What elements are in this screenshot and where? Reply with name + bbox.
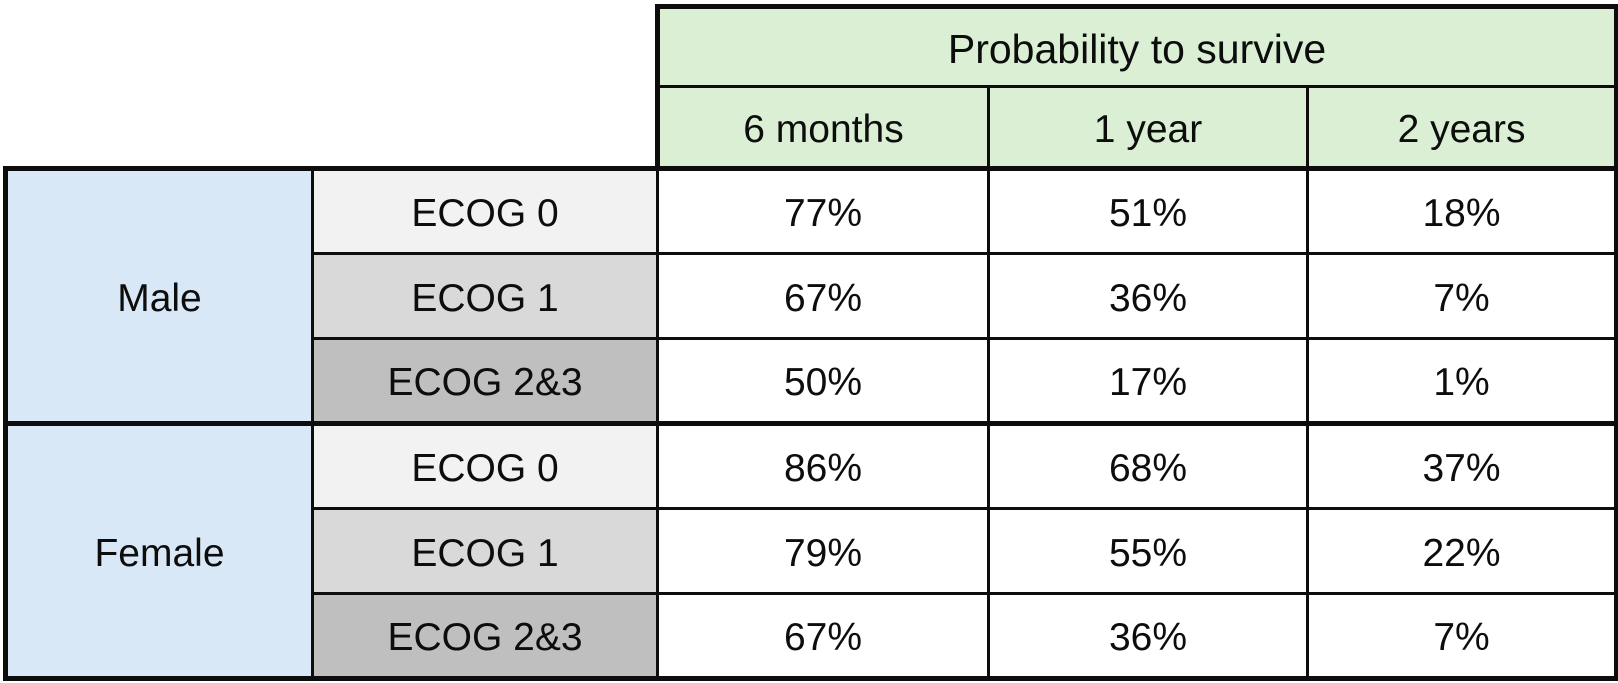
value-cell: 36% — [987, 592, 1309, 681]
ecog-cell: ECOG 1 — [311, 252, 659, 340]
value-cell: 36% — [987, 252, 1309, 340]
value-cell: 77% — [656, 166, 990, 255]
value-cell: 79% — [656, 507, 990, 595]
empty-corner-cell — [5, 6, 658, 87]
value-cell: 7% — [1305, 592, 1618, 681]
table-row: ECOG 1 67% 36% 7% — [6, 252, 1618, 340]
table-title-cell: Probability to survive — [654, 4, 1618, 88]
value-cell: 1% — [1305, 337, 1618, 425]
value-cell: 7% — [1305, 252, 1618, 340]
header-row-title: Probability to survive — [5, 4, 1618, 88]
value-cell: 22% — [1305, 507, 1618, 595]
gender-cell-female: Female — [3, 421, 314, 681]
value-cell: 67% — [656, 252, 990, 340]
ecog-cell: ECOG 2&3 — [311, 337, 659, 425]
col-header-2-years: 2 years — [1305, 85, 1618, 170]
value-cell: 55% — [987, 507, 1309, 595]
value-cell: 86% — [656, 421, 990, 510]
value-cell: 51% — [987, 166, 1309, 255]
value-cell: 68% — [987, 421, 1309, 510]
value-cell: 37% — [1305, 421, 1618, 510]
empty-corner-cell — [5, 86, 658, 169]
table-row: ECOG 1 79% 55% 22% — [6, 507, 1618, 595]
ecog-cell: ECOG 2&3 — [311, 592, 659, 681]
col-header-6-months: 6 months — [655, 85, 990, 170]
ecog-cell: ECOG 1 — [311, 507, 659, 595]
ecog-cell: ECOG 0 — [311, 166, 659, 255]
gender-cell-male: Male — [3, 166, 314, 425]
value-cell: 67% — [656, 592, 990, 681]
table-row: Female ECOG 0 86% 68% 37% — [3, 421, 1618, 681]
table-row: ECOG 2&3 67% 36% 7% — [6, 592, 1618, 681]
survival-probability-table: Probability to survive 6 months 1 year 2… — [3, 4, 1618, 681]
value-cell: 17% — [987, 337, 1309, 425]
table-row: Male ECOG 0 77% 51% 18% — [3, 166, 1618, 425]
table-row: ECOG 2&3 50% 17% 1% — [6, 337, 1618, 425]
value-cell: 50% — [656, 337, 990, 425]
ecog-cell: ECOG 0 — [311, 421, 659, 510]
value-cell: 18% — [1305, 166, 1618, 255]
header-row-times: 6 months 1 year 2 years — [5, 85, 1618, 170]
col-header-1-year: 1 year — [987, 85, 1309, 170]
